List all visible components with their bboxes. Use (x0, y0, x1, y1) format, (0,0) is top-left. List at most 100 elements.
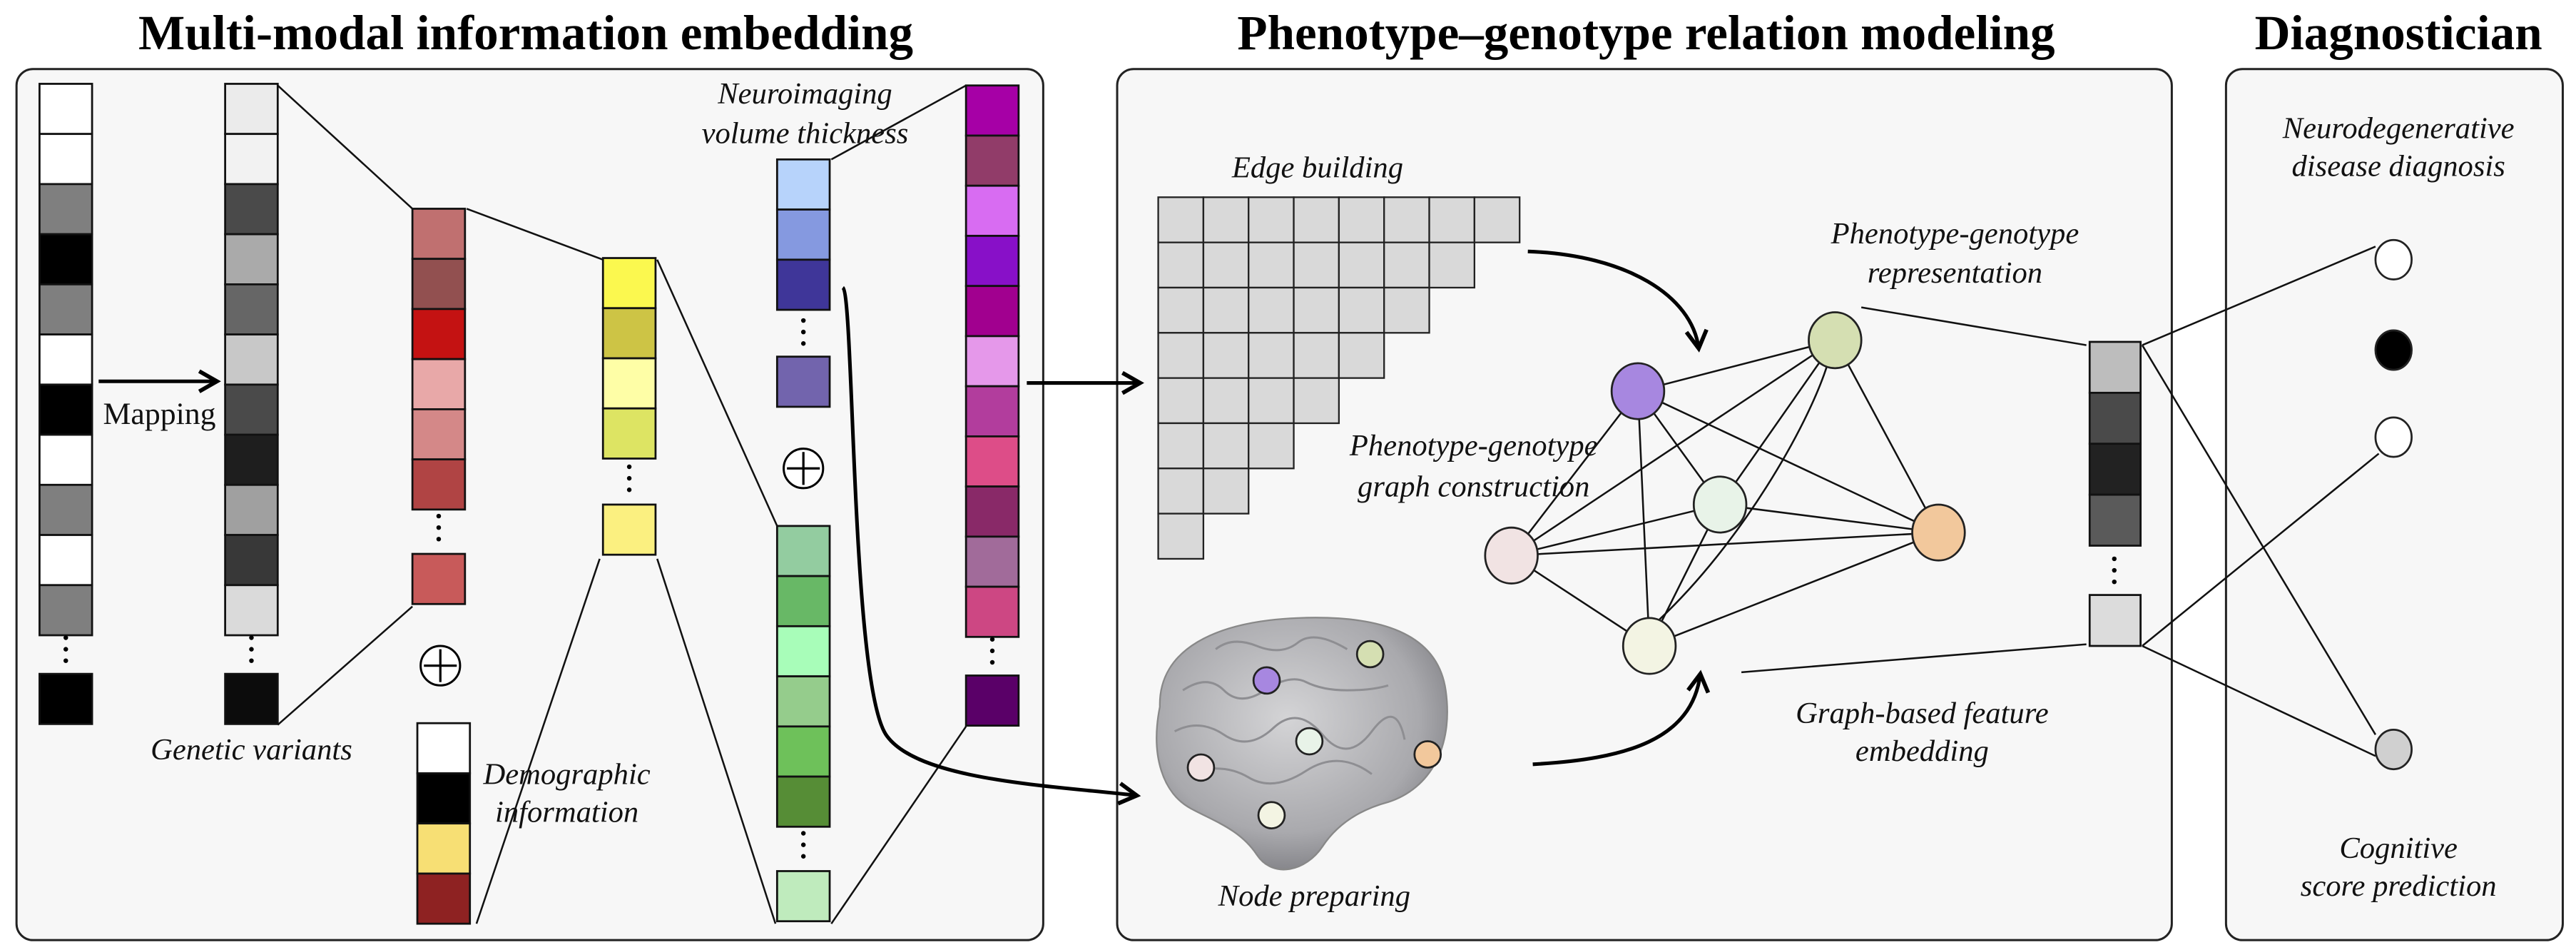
ellipsis-dot (989, 637, 995, 642)
feature-cell (775, 208, 831, 261)
adjacency-cell (1293, 286, 1340, 334)
feature-cell (224, 383, 279, 436)
graph-edge (1719, 339, 1836, 505)
feature-cell (224, 133, 279, 186)
feature-cell (601, 357, 657, 410)
feature-cell (775, 258, 831, 311)
feature-cell (39, 433, 93, 486)
ellipsis-dot (800, 842, 806, 847)
graph-edge (1510, 339, 1836, 557)
demographic-label-2: information (495, 795, 638, 829)
ellipsis-dot (436, 525, 442, 530)
cognitive-label-1: Cognitive (2339, 832, 2458, 865)
ellipsis-dot (436, 513, 442, 519)
ellipsis-dot (249, 647, 254, 652)
ellipsis-dot (63, 658, 68, 663)
adjacency-cell (1428, 196, 1476, 243)
adjacency-cell (1157, 332, 1205, 379)
feature-cell (964, 435, 1020, 488)
ellipsis-dot (800, 854, 806, 859)
feature-cell (416, 822, 472, 875)
feature-cell (964, 585, 1020, 638)
ellipsis-dot (989, 648, 995, 654)
representation-label-2: representation (1868, 256, 2042, 290)
adjacency-cell (1248, 422, 1295, 470)
graph-edge (1510, 390, 1639, 557)
ellipsis-dot (626, 475, 632, 481)
feature-cell (39, 534, 93, 587)
cognitive-label-2: score prediction (2301, 869, 2497, 903)
feature-cell (601, 503, 657, 556)
adjacency-cell (1338, 196, 1385, 243)
adjacency-cell (1248, 241, 1295, 289)
adjacency-cell (1157, 377, 1205, 425)
adjacency-cell (1338, 332, 1385, 379)
mapped-snp-column (224, 83, 279, 725)
feature-cell (775, 625, 831, 677)
feature-embedding-label-2: embedding (1855, 734, 1989, 768)
brain-node (1257, 801, 1286, 829)
feature-cell (39, 333, 93, 386)
feature-cell (601, 407, 657, 460)
feature-cell (224, 233, 279, 285)
feature-cell (775, 158, 831, 211)
feature-cell (416, 772, 472, 825)
feature-cell (224, 672, 279, 725)
feature-cell (39, 283, 93, 335)
ellipsis-dot (436, 537, 442, 542)
adjacency-cell (1248, 286, 1295, 334)
brain-node (1252, 666, 1281, 695)
diagnosis-label-1: Neurodegenerative (2282, 111, 2515, 145)
representation-cell (2088, 493, 2142, 547)
genetic-embedding-column (411, 208, 467, 605)
ellipsis-dot (249, 658, 254, 663)
brain-node (1186, 753, 1216, 782)
graph-edge (1511, 503, 1721, 557)
feature-cell (411, 358, 467, 410)
edge-to-graph-arrow (1527, 249, 1709, 353)
ellipsis-dot (800, 831, 806, 836)
feature-cell (964, 335, 1020, 388)
adjacency-cell (1248, 332, 1295, 379)
graph-node (1622, 617, 1677, 675)
adjacency-cell (1157, 196, 1205, 243)
representation-links (1741, 246, 2380, 757)
graph-edge (1659, 366, 1828, 621)
ellipsis-dot (63, 635, 68, 640)
thickness-column (775, 525, 831, 923)
adjacency-cell (1157, 286, 1205, 334)
mapping-label: Mapping (103, 397, 216, 431)
panel-diagnostician (2224, 68, 2564, 941)
feature-cell (224, 83, 279, 136)
ellipsis-dot (800, 329, 806, 335)
feature-cell (964, 84, 1020, 137)
final-embedding-column (964, 84, 1020, 727)
representation-cell (2088, 594, 2142, 647)
feature-cell (964, 285, 1020, 338)
genetic-variants-label: Genetic variants (151, 733, 352, 767)
adjacency-cell (1383, 196, 1430, 243)
feature-cell (411, 308, 467, 360)
graph-node (1692, 475, 1748, 534)
graph-node (1808, 311, 1863, 370)
representation-vector (2088, 340, 2142, 647)
feature-cell (964, 385, 1020, 438)
node-to-graph-arrow (1532, 669, 1711, 767)
ellipsis-dot (63, 647, 68, 652)
adjacency-cell (1293, 377, 1340, 425)
feature-cell (964, 674, 1020, 727)
feature-cell (39, 233, 93, 285)
fused-column (601, 257, 657, 556)
adjacency-cell (1248, 377, 1295, 425)
adjacency-cell (1383, 241, 1430, 289)
feature-cell (775, 525, 831, 577)
ellipsis-dot (2112, 556, 2117, 562)
representation-cell (2088, 391, 2142, 445)
adjacency-cell (1473, 196, 1521, 243)
volume-column (775, 158, 831, 408)
feature-cell (224, 584, 279, 637)
concat-plus-icon (783, 448, 825, 490)
graph-edge (1649, 531, 1939, 647)
feature-cell (39, 672, 93, 725)
